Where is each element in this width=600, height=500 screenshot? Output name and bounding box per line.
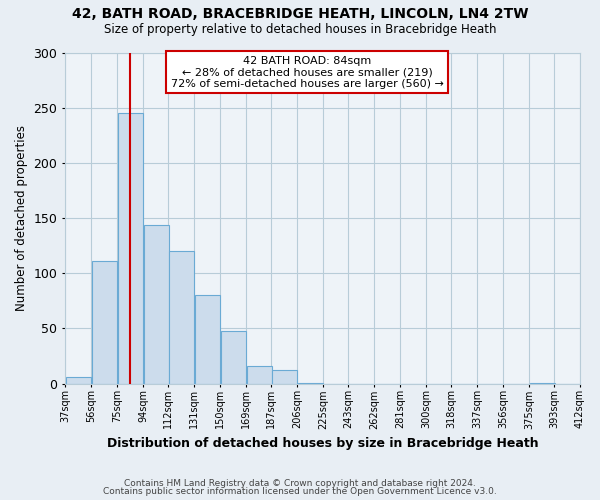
Text: Contains public sector information licensed under the Open Government Licence v3: Contains public sector information licen… (103, 487, 497, 496)
Text: 42, BATH ROAD, BRACEBRIDGE HEATH, LINCOLN, LN4 2TW: 42, BATH ROAD, BRACEBRIDGE HEATH, LINCOL… (72, 8, 528, 22)
Bar (247, 366, 272, 384)
Y-axis label: Number of detached properties: Number of detached properties (15, 125, 28, 311)
Text: 42 BATH ROAD: 84sqm
← 28% of detached houses are smaller (219)
72% of semi-detac: 42 BATH ROAD: 84sqm ← 28% of detached ho… (170, 56, 443, 89)
Bar (65, 377, 91, 384)
Bar (298, 382, 323, 384)
Text: Size of property relative to detached houses in Bracebridge Heath: Size of property relative to detached ho… (104, 22, 496, 36)
Bar (144, 224, 169, 384)
Bar (194, 296, 220, 384)
Bar (530, 382, 555, 384)
Bar (169, 251, 194, 384)
X-axis label: Distribution of detached houses by size in Bracebridge Heath: Distribution of detached houses by size … (107, 437, 538, 450)
Bar (118, 113, 143, 384)
Bar (272, 370, 296, 384)
Text: Contains HM Land Registry data © Crown copyright and database right 2024.: Contains HM Land Registry data © Crown c… (124, 478, 476, 488)
Bar (221, 330, 246, 384)
Bar (92, 261, 116, 384)
